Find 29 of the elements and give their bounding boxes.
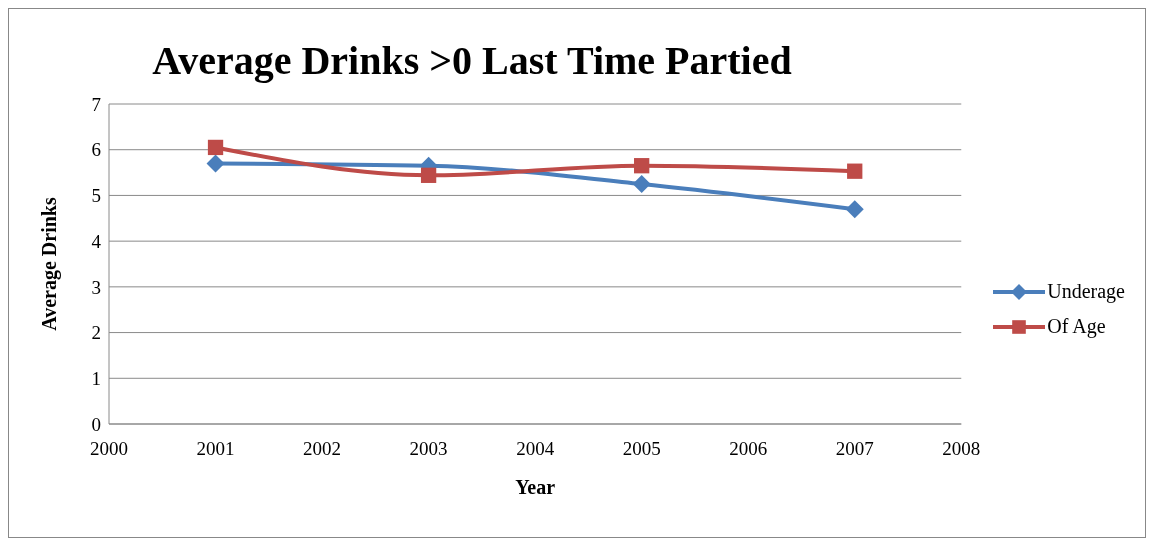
legend-label: Of Age bbox=[1047, 315, 1106, 338]
y-tick-label: 0 bbox=[91, 413, 101, 435]
x-tick-label: 2003 bbox=[409, 438, 448, 460]
y-tick-label: 5 bbox=[91, 185, 101, 207]
y-tick-label: 7 bbox=[91, 93, 101, 115]
x-axis-title: Year bbox=[515, 476, 556, 498]
y-tick-label: 6 bbox=[91, 139, 101, 161]
x-tick-label: 2000 bbox=[90, 438, 128, 460]
y-axis-title: Average Drinks bbox=[38, 197, 62, 331]
y-tick-label: 1 bbox=[91, 368, 101, 390]
point bbox=[420, 167, 437, 183]
point bbox=[632, 175, 651, 193]
point bbox=[206, 154, 225, 173]
point bbox=[207, 139, 224, 156]
x-tick-label: 2004 bbox=[516, 438, 555, 460]
legend-label: Underage bbox=[1047, 280, 1125, 303]
chart-title: Average Drinks >0 Last Time Partied bbox=[151, 37, 793, 84]
x-tick-label: 2001 bbox=[196, 438, 235, 460]
y-tick-label: 4 bbox=[91, 230, 102, 252]
y-tick-label: 3 bbox=[91, 276, 101, 298]
x-tick-label: 2002 bbox=[303, 438, 342, 460]
point bbox=[634, 158, 650, 174]
x-tick-label: 2008 bbox=[942, 438, 981, 460]
y-tick-label: 2 bbox=[91, 322, 101, 344]
x-tick-label: 2005 bbox=[622, 438, 661, 460]
x-tick-label: 2007 bbox=[835, 438, 874, 460]
point bbox=[847, 163, 863, 179]
point bbox=[845, 200, 864, 219]
x-tick-label: 2006 bbox=[729, 438, 768, 460]
